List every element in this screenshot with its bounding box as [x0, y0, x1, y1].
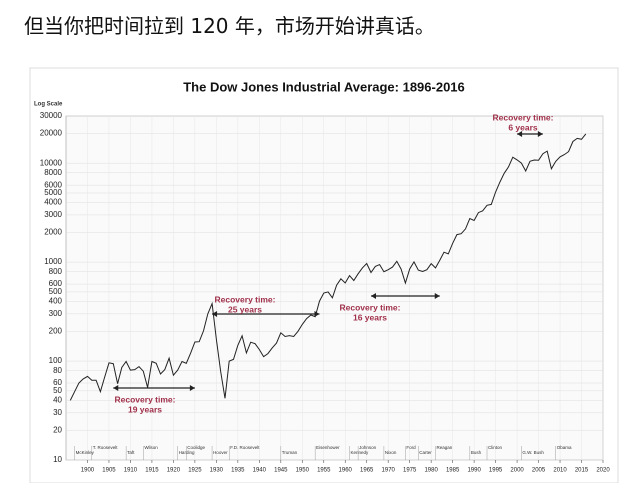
- president-name: F.D. Roosevelt: [230, 445, 260, 450]
- x-tick-label: 1915: [145, 468, 159, 474]
- x-tick-label: 2010: [553, 468, 567, 474]
- x-tick-label: 1940: [253, 468, 267, 474]
- x-tick-label: 1935: [231, 468, 245, 474]
- y-tick-label: 20000: [40, 129, 63, 138]
- y-tick-label: 10: [53, 455, 62, 464]
- x-tick-label: 2020: [596, 468, 610, 474]
- recovery-duration: 19 years: [128, 404, 162, 414]
- y-tick-label: 60: [53, 378, 62, 387]
- y-axis-label: Log Scale: [34, 102, 63, 108]
- y-tick-label: 10000: [40, 158, 63, 167]
- caption: 但当你把时间拉到 120 年，市场开始讲真话。: [24, 14, 435, 38]
- president-name: Reagan: [436, 445, 452, 450]
- president-name: T. Roosevelt: [93, 445, 119, 450]
- president-name: Johnson: [359, 445, 377, 450]
- y-tick-label: 40: [53, 396, 62, 405]
- y-tick-label: 200: [49, 326, 63, 335]
- y-tick-label: 100: [49, 356, 63, 365]
- x-tick-label: 1990: [467, 468, 481, 474]
- president-name: Nixon: [385, 450, 397, 455]
- x-tick-label: 2015: [575, 468, 589, 474]
- x-tick-label: 2005: [532, 468, 546, 474]
- x-tick-label: 1985: [446, 468, 460, 474]
- president-name: Ford: [406, 445, 416, 450]
- x-tick-label: 1925: [188, 468, 202, 474]
- president-name: Coolidge: [187, 445, 205, 450]
- x-tick-label: 1960: [339, 468, 353, 474]
- x-tick-label: 2000: [510, 468, 524, 474]
- president-name: Wilson: [144, 445, 158, 450]
- recovery-label: Recovery time:: [493, 112, 554, 122]
- president-name: Bush: [471, 450, 482, 455]
- president-name: Carter: [419, 450, 432, 455]
- y-tick-label: 8000: [44, 168, 62, 177]
- x-tick-label: 1950: [296, 468, 310, 474]
- y-tick-label: 80: [53, 366, 62, 375]
- y-tick-label: 30: [53, 408, 62, 417]
- x-tick-label: 1965: [360, 468, 374, 474]
- president-name: Eisenhower: [316, 445, 340, 450]
- y-tick-label: 20: [53, 425, 62, 434]
- y-tick-label: 800: [49, 267, 63, 276]
- x-tick-label: 1995: [489, 468, 503, 474]
- chart-title: The Dow Jones Industrial Average: 1896-2…: [183, 79, 465, 94]
- president-name: Harding: [179, 450, 195, 455]
- y-tick-label: 30000: [40, 111, 63, 120]
- recovery-duration: 16 years: [353, 312, 387, 322]
- recovery-duration: 6 years: [508, 122, 538, 132]
- y-tick-label: 5000: [44, 188, 62, 197]
- y-tick-label: 1000: [44, 257, 62, 266]
- recovery-label: Recovery time:: [215, 294, 276, 304]
- x-tick-label: 1980: [424, 468, 438, 474]
- x-tick-label: 1905: [102, 468, 116, 474]
- president-name: Truman: [282, 450, 298, 455]
- president-name: Clinton: [488, 445, 503, 450]
- president-name: G.W. Bush: [522, 450, 544, 455]
- x-tick-label: 1945: [274, 468, 288, 474]
- president-name: McKinley: [76, 450, 95, 455]
- dow-line: [69, 133, 587, 401]
- x-tick-label: 1955: [317, 468, 331, 474]
- recovery-duration: 25 years: [228, 304, 262, 314]
- x-tick-label: 1975: [403, 468, 417, 474]
- x-tick-label: 1910: [124, 468, 138, 474]
- president-name: Hoover: [213, 450, 228, 455]
- recovery-label: Recovery time:: [340, 302, 401, 312]
- y-tick-label: 6000: [44, 180, 62, 189]
- x-tick-label: 1920: [167, 468, 181, 474]
- y-tick-label: 3000: [44, 210, 62, 219]
- y-tick-label: 50: [53, 386, 62, 395]
- recovery-label: Recovery time:: [115, 394, 176, 404]
- x-tick-label: 1930: [210, 468, 224, 474]
- y-tick-label: 4000: [44, 198, 62, 207]
- y-tick-label: 600: [49, 279, 63, 288]
- x-tick-label: 1970: [382, 468, 396, 474]
- y-tick-label: 400: [49, 297, 63, 306]
- president-name: Obama: [557, 445, 572, 450]
- president-name: Kennedy: [351, 450, 370, 455]
- y-tick-label: 300: [49, 309, 63, 318]
- x-tick-label: 1900: [81, 468, 95, 474]
- y-tick-label: 500: [49, 287, 63, 296]
- president-name: Taft: [127, 450, 135, 455]
- y-tick-label: 2000: [44, 227, 62, 236]
